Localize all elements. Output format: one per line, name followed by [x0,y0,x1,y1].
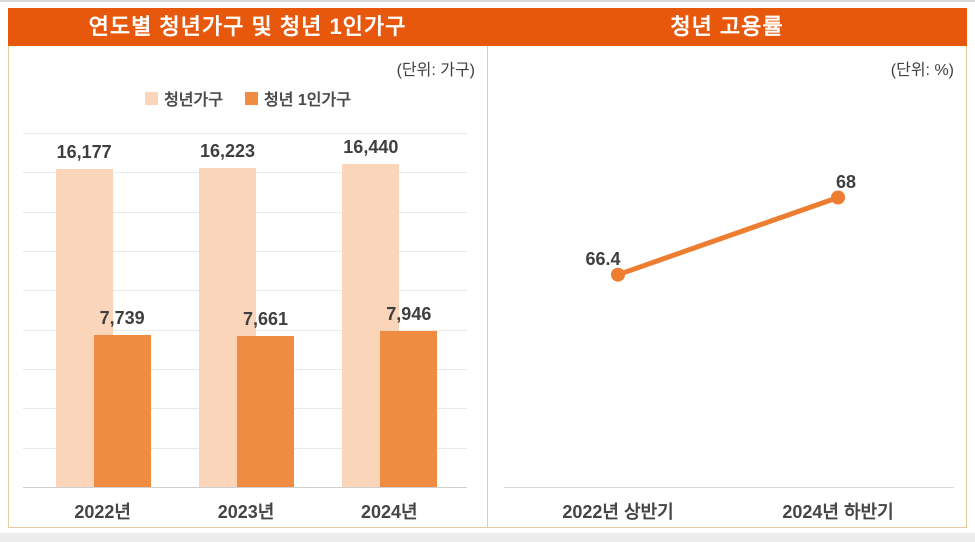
data-point-marker [831,190,845,205]
legend-label-single-households: 청년 1인가구 [263,92,351,109]
line-chart-title: 청년 고용률 [670,14,784,39]
line-value-label: 66.4 [585,248,621,269]
unit-label-households: (단위: 가구) [396,62,475,79]
legend-label-youth-households: 청년가구 [164,92,223,109]
x-axis-line [504,487,954,488]
x-axis-label: 2024년 하반기 [782,502,894,522]
bar-value-label: 7,946 [386,303,432,324]
bar-single-households [93,334,151,487]
line-segment [617,195,839,278]
bar-single-households [380,330,438,487]
employment-rate-line [611,190,845,282]
line-chart-panel: (단위: %) 66.4 68 2022년 상반기 2024년 하반기 [487,46,967,528]
bar-value-label: 7,661 [242,309,289,330]
x-axis-line [23,487,467,488]
bar-value-label: 16,223 [199,140,256,161]
bar-single-households [237,336,294,487]
bar-value-label: 16,440 [343,136,399,157]
x-axis-label: 2022년 상반기 [562,502,674,522]
line-value-label: 68 [835,171,857,192]
bar-value-label: 16,177 [56,141,112,162]
bar-chart-title: 연도별 청년가구 및 청년 1인가구 [88,14,407,39]
bar-chart-panel: (단위: 가구) 청년가구 청년 1인가구 16,177 7,739 2022년 16… [8,46,488,528]
gridline [23,133,467,134]
x-axis-label: 2024년 [361,502,418,522]
legend-swatch-orange-icon [244,91,258,105]
x-axis-label: 2022년 [74,502,131,522]
data-point-marker [611,267,625,282]
bar-value-label: 7,739 [99,307,145,328]
header-bar: 연도별 청년가구 및 청년 1인가구 청년 고용률 [8,8,967,46]
bottom-edge [0,533,975,542]
line-chart-plot: 66.4 68 2022년 상반기 2024년 하반기 [488,46,966,527]
legend-item-youth-households: 청년가구 [145,86,223,110]
legend-swatch-light-icon [145,91,159,105]
bar-chart-legend: 청년가구 청년 1인가구 [9,86,487,110]
unit-label-percent: (단위: %) [890,62,954,79]
x-axis-label: 2023년 [217,502,275,522]
bar-chart-plot: 16,177 7,739 2022년 16,223 7,661 2023년 16,440 7,… [9,46,487,527]
legend-item-single-households: 청년 1인가구 [244,86,351,110]
